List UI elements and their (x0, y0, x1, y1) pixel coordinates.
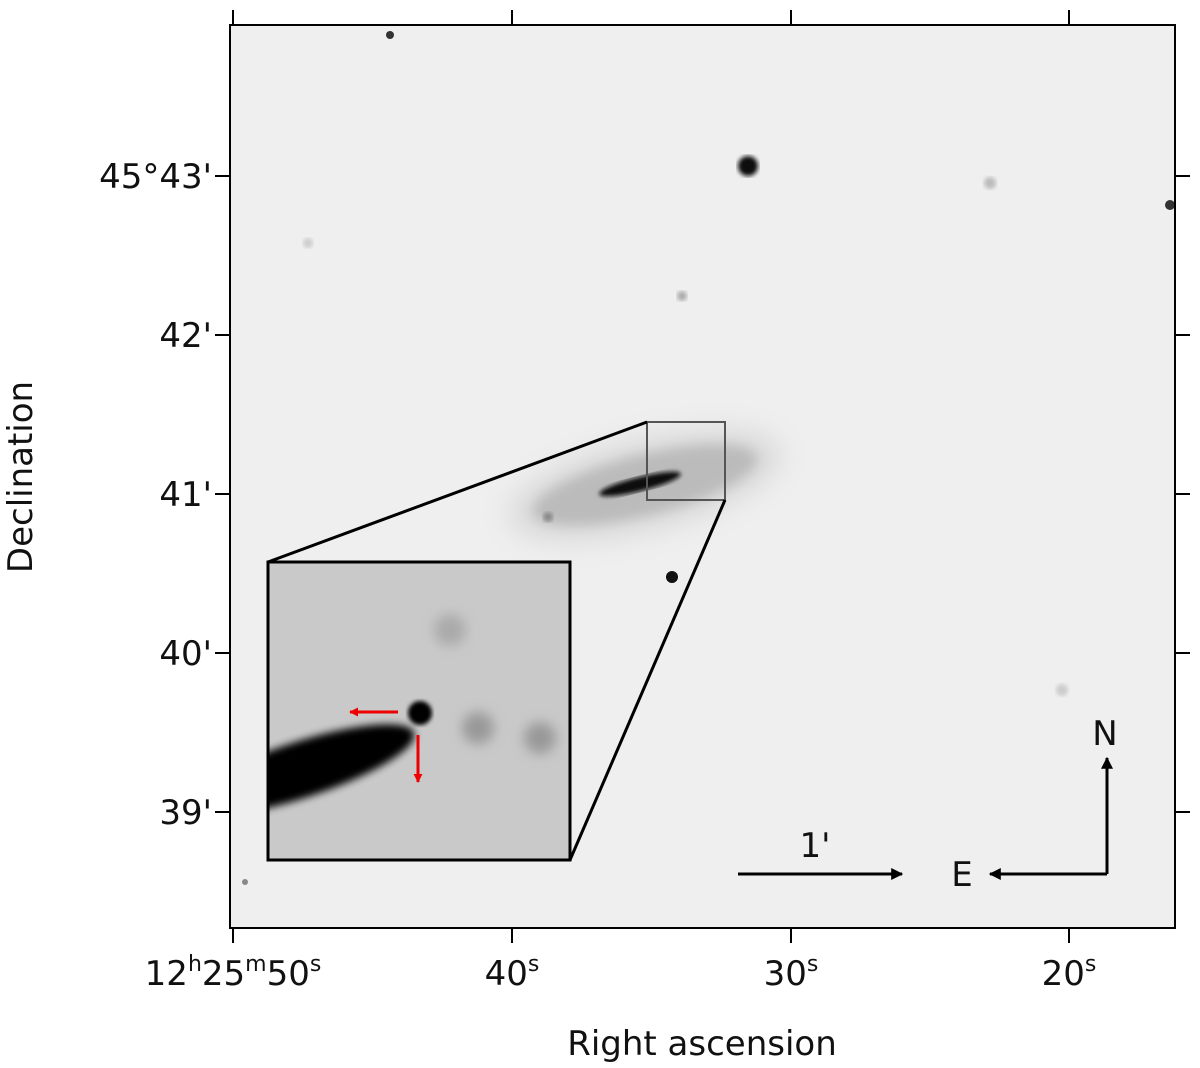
x-tick-label: 12h25m50s (145, 952, 322, 994)
y-tick-label: 41' (159, 475, 212, 515)
y-tick-label: 42' (159, 316, 212, 356)
connector (267, 420, 648, 564)
y-tick-label: 39' (159, 793, 212, 833)
inset-frame (266, 560, 572, 862)
x-tick-label: 20s (1042, 952, 1097, 994)
x-tick-label: 30s (764, 952, 819, 994)
scale-label: 1' (800, 826, 831, 866)
frame (229, 24, 1176, 929)
y-tick-label: 45°43' (99, 157, 212, 197)
east-label: E (951, 855, 972, 895)
inset (268, 562, 570, 860)
x-tick-label: 40s (485, 952, 540, 994)
connector (568, 499, 727, 861)
north-label: N (1092, 714, 1117, 754)
y-axis-label: Declination (1, 381, 41, 573)
x-axis-label: Right ascension (567, 1024, 837, 1064)
y-tick-label: 40' (159, 634, 212, 674)
